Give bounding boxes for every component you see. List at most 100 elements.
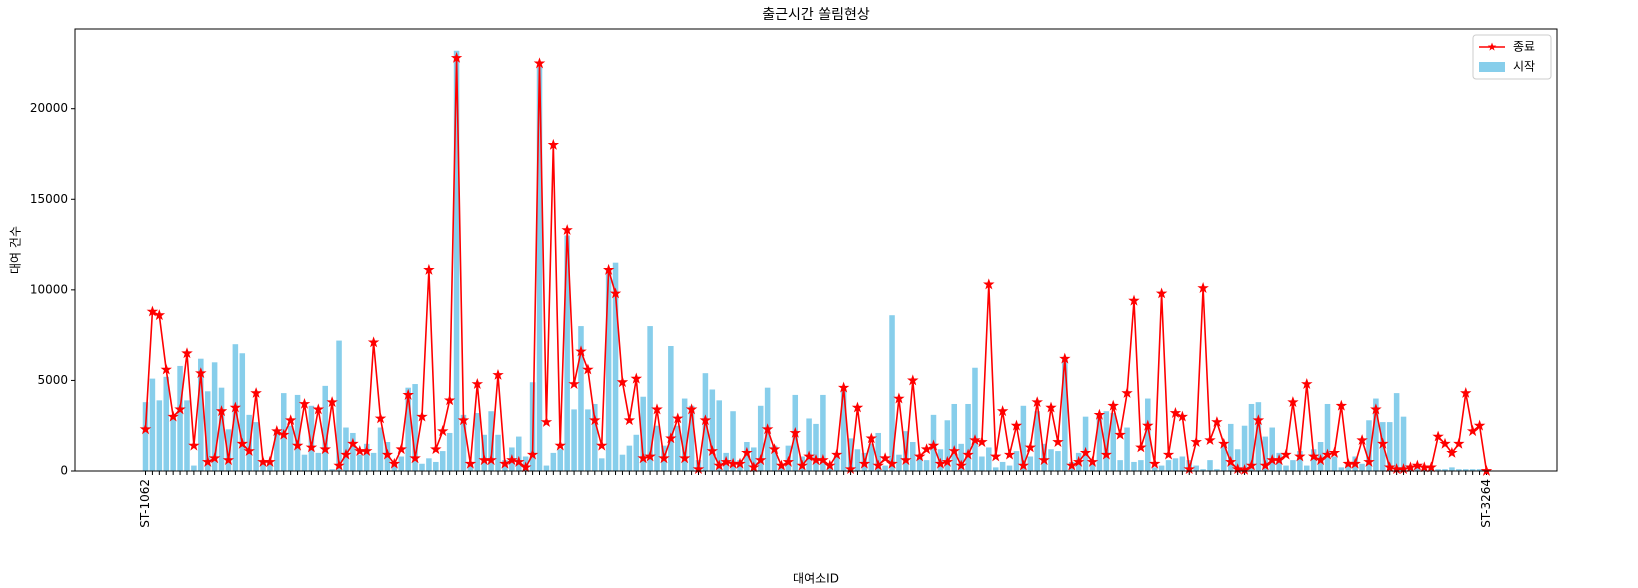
bar bbox=[1124, 427, 1130, 471]
line-marker bbox=[1432, 430, 1444, 442]
bar bbox=[923, 460, 930, 471]
line-marker bbox=[388, 457, 401, 469]
line-marker bbox=[519, 461, 532, 473]
bar bbox=[557, 449, 564, 471]
bar bbox=[730, 411, 736, 471]
line-marker bbox=[1356, 434, 1368, 446]
bar bbox=[467, 461, 474, 471]
line-marker bbox=[319, 443, 331, 455]
line-marker bbox=[913, 450, 926, 462]
line-marker bbox=[471, 378, 484, 389]
bar bbox=[1048, 449, 1054, 471]
chart-title: 출근시간 쏠림현상 bbox=[762, 7, 870, 23]
y-tick-label: 10000 bbox=[30, 282, 68, 296]
line-marker bbox=[443, 394, 456, 406]
line-marker bbox=[437, 425, 449, 437]
line-marker bbox=[1169, 406, 1182, 418]
bar bbox=[495, 434, 501, 471]
bar bbox=[744, 442, 750, 471]
bar bbox=[585, 409, 591, 471]
bar bbox=[647, 326, 653, 471]
line-marker bbox=[927, 439, 940, 451]
bar bbox=[1366, 420, 1372, 471]
line-marker bbox=[305, 441, 318, 453]
line-marker bbox=[1294, 450, 1306, 462]
bar bbox=[1006, 465, 1013, 471]
line-marker bbox=[1446, 446, 1458, 458]
line-marker bbox=[236, 437, 249, 449]
bar bbox=[142, 402, 149, 471]
line-marker bbox=[699, 414, 712, 426]
bar bbox=[1013, 451, 1020, 471]
bar bbox=[1165, 460, 1172, 471]
y-tick-label: 20000 bbox=[30, 101, 68, 115]
line-marker bbox=[831, 448, 843, 460]
bar bbox=[1055, 451, 1061, 471]
line-marker bbox=[264, 455, 276, 467]
bar bbox=[204, 391, 211, 471]
line-marker bbox=[215, 405, 228, 417]
bar bbox=[446, 432, 453, 471]
line-marker bbox=[644, 450, 656, 462]
bar bbox=[1151, 467, 1158, 471]
line-marker bbox=[658, 452, 670, 464]
plot-frame bbox=[74, 28, 1558, 472]
line-marker bbox=[782, 455, 795, 467]
bar bbox=[598, 458, 605, 471]
bar bbox=[833, 456, 840, 471]
line-marker bbox=[575, 345, 587, 357]
line-marker bbox=[941, 455, 954, 467]
line-marker bbox=[748, 461, 760, 473]
bar bbox=[681, 398, 688, 471]
bar bbox=[979, 456, 985, 471]
bar bbox=[177, 365, 183, 471]
line-marker bbox=[900, 454, 912, 466]
line-marker bbox=[824, 459, 836, 471]
line-marker bbox=[741, 446, 753, 458]
line-marker bbox=[1148, 457, 1161, 469]
line-marker bbox=[1093, 408, 1106, 420]
line-marker bbox=[616, 376, 629, 388]
bar bbox=[668, 346, 674, 471]
bar bbox=[757, 405, 764, 471]
line-marker bbox=[1363, 455, 1375, 467]
line-marker bbox=[1425, 461, 1437, 473]
bar bbox=[1338, 467, 1345, 471]
bar bbox=[516, 436, 522, 471]
bar bbox=[1158, 465, 1165, 471]
line-marker bbox=[1349, 457, 1361, 469]
line-marker bbox=[561, 224, 573, 235]
line-marker bbox=[1107, 399, 1119, 411]
bar bbox=[412, 384, 418, 471]
bar bbox=[1262, 436, 1269, 471]
line-marker bbox=[526, 448, 539, 460]
legend-label: 시작 bbox=[1513, 60, 1535, 74]
line-marker bbox=[1259, 459, 1272, 471]
line-marker bbox=[1079, 446, 1092, 458]
bar bbox=[156, 400, 163, 471]
line-marker bbox=[886, 457, 898, 469]
bar bbox=[992, 467, 999, 471]
bar bbox=[1117, 460, 1123, 471]
y-tick-label: 0 bbox=[60, 464, 68, 478]
line-marker bbox=[298, 397, 311, 409]
legend-swatch bbox=[1479, 62, 1505, 72]
bar bbox=[958, 443, 964, 471]
line-marker bbox=[1155, 287, 1168, 299]
line-marker bbox=[540, 416, 553, 427]
line-marker bbox=[139, 423, 152, 435]
bar bbox=[640, 396, 646, 471]
bar bbox=[1089, 463, 1096, 471]
line-marker bbox=[1287, 396, 1299, 408]
line-marker bbox=[360, 445, 373, 456]
bar bbox=[1310, 449, 1317, 471]
bar bbox=[889, 315, 895, 471]
bar bbox=[564, 235, 570, 471]
bar bbox=[813, 423, 819, 471]
bar bbox=[674, 425, 681, 471]
line-marker bbox=[1335, 399, 1348, 411]
bar bbox=[1462, 469, 1469, 471]
line-marker bbox=[1238, 464, 1251, 475]
bar bbox=[377, 427, 384, 471]
